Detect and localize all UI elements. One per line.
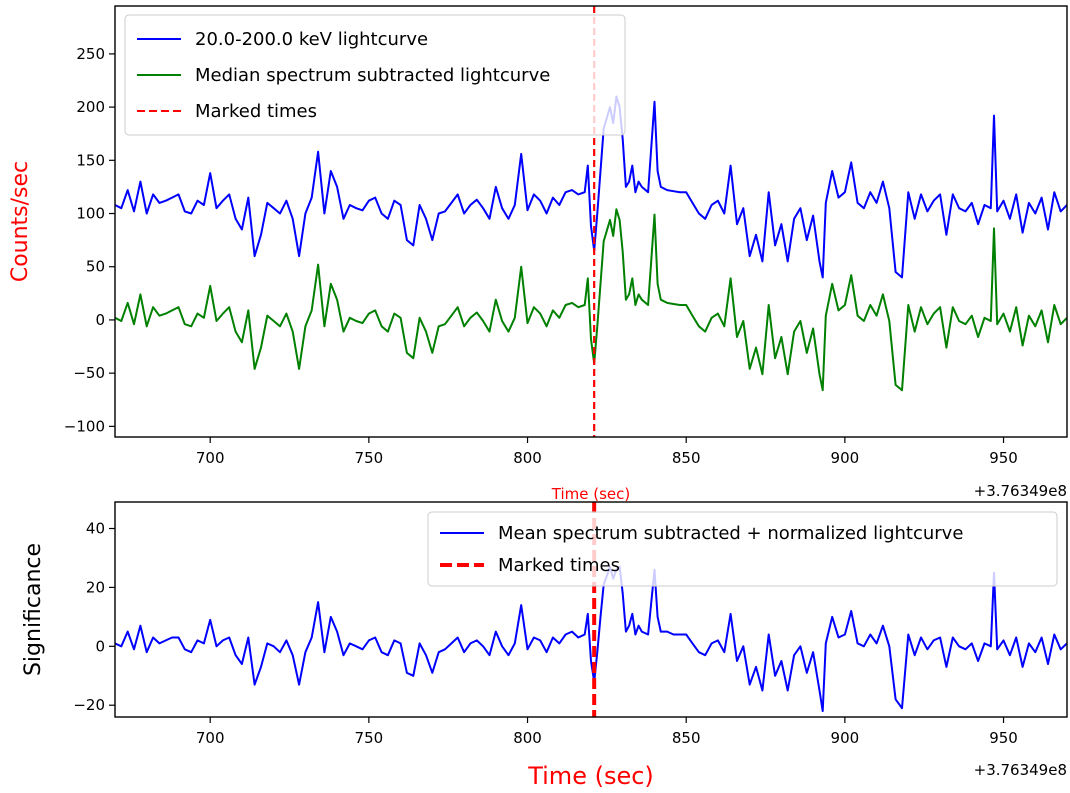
x-tick-label: 750 xyxy=(355,729,384,747)
bottom-legend: Mean spectrum subtracted + normalized li… xyxy=(427,511,1058,587)
bottom-series-layer xyxy=(115,565,1067,713)
x-tick-label: 850 xyxy=(672,729,701,747)
top-x-offset-label: +3.76349e8 xyxy=(974,482,1067,500)
series-line-bottom-0 xyxy=(115,565,1067,713)
x-tick-label: 900 xyxy=(831,729,860,747)
top-yticks: −100 −50 0 50 100 150 200 250 xyxy=(64,45,115,435)
bottom-x-axis-label: Time (sec) xyxy=(527,762,654,789)
y-tick-label: 50 xyxy=(86,258,105,276)
bottom-y-axis-label: Significance xyxy=(21,543,46,676)
top-y-axis-label: Counts/sec xyxy=(8,161,33,282)
x-tick-label: 800 xyxy=(513,729,542,747)
y-tick-label: 40 xyxy=(86,520,105,538)
y-tick-label: −50 xyxy=(73,364,105,382)
x-tick-label: 800 xyxy=(513,449,542,467)
x-tick-label: 700 xyxy=(196,449,225,467)
x-tick-label: 950 xyxy=(989,449,1018,467)
y-tick-label: 20 xyxy=(86,578,105,596)
legend-label: Marked times xyxy=(498,555,620,576)
top-series-layer xyxy=(115,95,1067,392)
x-tick-label: 900 xyxy=(831,449,860,467)
legend-label: 20.0-200.0 keV lightcurve xyxy=(195,29,428,50)
legend-label: Mean spectrum subtracted + normalized li… xyxy=(498,523,963,544)
y-tick-label: 200 xyxy=(76,98,105,116)
x-tick-label: 750 xyxy=(355,449,384,467)
top-axes-frame xyxy=(114,5,1068,438)
x-tick-label: 850 xyxy=(672,449,701,467)
top-x-axis-label: Time (sec) xyxy=(551,485,630,503)
y-tick-label: 0 xyxy=(95,311,105,329)
x-tick-label: 950 xyxy=(989,729,1018,747)
bottom-x-offset-label: +3.76349e8 xyxy=(974,761,1067,779)
top-panel: 700 750 800 850 900 950 −100 −50 0 50 100 150 200 25… xyxy=(8,5,1068,503)
legend-label: Marked times xyxy=(195,101,317,122)
y-tick-label: 250 xyxy=(76,45,105,63)
legend-box xyxy=(427,511,1058,587)
y-tick-label: 0 xyxy=(95,637,105,655)
y-tick-label: 150 xyxy=(76,151,105,169)
y-tick-label: −20 xyxy=(73,696,105,714)
top-legend: 20.0-200.0 keV lightcurve Median spectrum… xyxy=(124,14,626,136)
bottom-yticks: −20 0 20 40 xyxy=(73,520,115,714)
bottom-panel: 700 750 800 850 900 950 −20 0 20 40 +3.76349e8 T… xyxy=(21,501,1068,790)
y-tick-label: −100 xyxy=(64,417,105,435)
legend-label: Median spectrum subtracted lightcurve xyxy=(195,65,550,86)
series-line-top-1 xyxy=(115,208,1067,392)
bottom-xticks: 700 750 800 850 900 950 xyxy=(196,717,1018,747)
y-tick-label: 100 xyxy=(76,205,105,223)
legend-box xyxy=(124,14,626,136)
top-xticks: 700 750 800 850 900 950 xyxy=(196,437,1018,467)
x-tick-label: 700 xyxy=(196,729,225,747)
bottom-axes-frame xyxy=(114,501,1068,718)
